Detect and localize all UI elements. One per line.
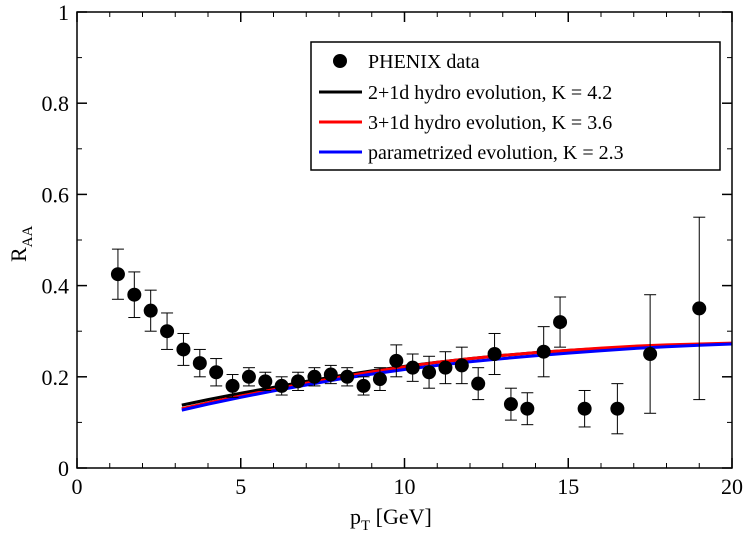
data-point [471,376,486,391]
data-point [487,347,502,361]
data-point [225,378,240,393]
y-tick-label: 0.8 [42,91,70,116]
data-point [577,401,592,416]
data-point [643,347,658,361]
data-point [356,378,371,393]
data-point [340,369,355,384]
legend: PHENIX data 2+1d hydro evolution, K = 4.2… [310,41,721,171]
data-point [553,315,568,330]
y-axis-label: RAA [6,225,36,262]
legend-label: 3+1d hydro evolution, K = 3.6 [368,112,612,134]
y-tick-label: 1 [58,0,69,25]
x-axis-label: pT [GeV] [350,504,432,533]
y-tick-label: 0 [58,456,69,481]
legend-label: parametrized evolution, K = 2.3 [368,142,624,164]
data-point [127,287,142,302]
data-point [291,374,306,389]
y-tick-label: 0.6 [42,182,70,207]
data-point [160,324,175,339]
x-tick-label: 10 [394,474,416,499]
data-point [209,365,224,380]
axis-ticks: 0 5 10 15 20 0 0.2 0.4 0.6 0.8 1 [42,0,744,499]
data-point [258,374,273,389]
data-point [192,356,207,371]
x-tick-label: 5 [235,474,246,499]
legend-label: PHENIX data [368,51,480,73]
data-point [610,401,625,416]
data-point [241,369,256,384]
data-point [405,360,420,375]
data-point [372,372,387,387]
data-point [274,378,289,393]
data-points-layer [110,216,707,435]
data-point [389,353,404,368]
x-tick-label: 15 [557,474,579,499]
data-point [323,367,338,382]
data-point [143,303,158,318]
data-point [692,301,707,316]
y-tick-label: 0.4 [42,274,70,299]
data-point [438,360,453,375]
data-point [520,401,535,416]
legend-marker [333,54,347,68]
x-tick-label: 0 [72,474,83,499]
legend-box [310,41,721,171]
y-tick-label: 0.2 [42,365,70,390]
data-point [454,358,469,373]
data-point [503,397,518,412]
series-line [181,342,732,412]
data-point [307,369,322,384]
data-point [536,344,551,359]
data-point [176,342,191,357]
x-tick-label: 20 [721,474,743,499]
data-point [110,267,125,282]
legend-label: 2+1d hydro evolution, K = 4.2 [368,82,612,104]
data-point [422,365,437,380]
